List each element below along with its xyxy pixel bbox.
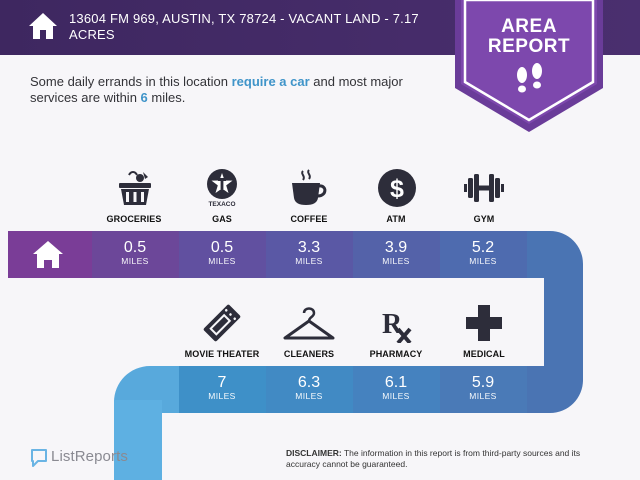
distance-value: 5.9	[471, 374, 495, 391]
distance-cell-medical: 5.9 MILES	[440, 366, 526, 413]
intro-part1: Some daily errands in this location	[30, 74, 232, 89]
category-label-cleaners: CLEANERS	[283, 349, 335, 359]
home-icon	[33, 241, 63, 268]
badge-line2: REPORT	[487, 36, 571, 57]
logo-text: ListReports	[51, 448, 128, 465]
distance-unit: MILES	[382, 391, 410, 401]
texaco-brand-text: TEXACO	[208, 201, 235, 208]
svg-text:R: R	[382, 309, 403, 340]
distance-unit: MILES	[295, 391, 323, 401]
distance-value: 3.3	[297, 239, 321, 256]
category-label-gas: GAS	[212, 214, 232, 224]
category-label-medical: MEDICAL	[463, 349, 505, 359]
distance-unit: MILES	[469, 391, 497, 401]
intro-part2: and most major services are within	[30, 74, 403, 105]
category-label-groceries: GROCERIES	[106, 214, 162, 224]
area-report-badge: AREA REPORT	[455, 0, 603, 132]
category-label-gym: GYM	[473, 214, 495, 224]
intro-part3: miles.	[147, 90, 186, 105]
intro-highlight-miles: 6	[140, 90, 148, 105]
distance-cell-gym: 5.2 MILES	[440, 231, 526, 278]
distance-cell-cleaners: 6.3 MILES	[266, 366, 352, 413]
disclaimer: DISCLAIMER: The information in this repo…	[286, 448, 616, 469]
hanger-icon	[283, 307, 335, 340]
category-label-atm: ATM	[386, 214, 406, 224]
dumbbell-icon	[464, 174, 504, 202]
distance-cell-movie-theater: 7 MILES	[179, 366, 265, 413]
category-label-movie-theater: MOVIE THEATER	[184, 349, 260, 359]
badge-line1: AREA	[501, 16, 557, 37]
distance-cell-pharmacy: 6.1 MILES	[353, 366, 439, 413]
distance-value: 0.5	[210, 239, 234, 256]
category-label-coffee: COFFEE	[290, 214, 328, 224]
dollar-icon: $	[378, 169, 416, 207]
listreports-logo: ListReports	[30, 447, 160, 469]
distance-value: 6.1	[384, 374, 408, 391]
disclaimer-text: The information in this report is from t…	[286, 448, 581, 469]
listreports-mark-icon	[31, 449, 47, 467]
distance-unit: MILES	[208, 391, 236, 401]
ticket-icon	[203, 304, 241, 342]
grocery-basket-icon	[119, 171, 151, 205]
distance-unit: MILES	[208, 256, 236, 266]
footsteps-icon	[517, 63, 542, 93]
house-icon	[29, 13, 57, 39]
texaco-icon: TEXACO	[207, 169, 237, 208]
distance-value: 3.9	[384, 239, 408, 256]
distance-unit: MILES	[382, 256, 410, 266]
distance-value: 0.5	[123, 239, 147, 256]
rx-icon: R	[382, 309, 412, 343]
distance-cell-coffee: 3.3 MILES	[266, 231, 352, 278]
svg-text:$: $	[390, 175, 404, 203]
property-title: 13604 FM 969, AUSTIN, TX 78724 - VACANT …	[69, 11, 419, 42]
distance-cell-gas: 0.5 MILES	[179, 231, 265, 278]
distance-value: 6.3	[297, 374, 321, 391]
distance-cell-atm: 3.9 MILES	[353, 231, 439, 278]
distance-unit: MILES	[469, 256, 497, 266]
distance-value: 5.2	[471, 239, 495, 256]
distance-cell-groceries: 0.5 MILES	[92, 231, 178, 278]
distance-value: 7	[217, 374, 227, 391]
category-label-pharmacy: PHARMACY	[369, 349, 423, 359]
distance-unit: MILES	[295, 256, 323, 266]
disclaimer-label: DISCLAIMER:	[286, 448, 342, 458]
intro-text: Some daily errands in this location requ…	[30, 74, 440, 106]
intro-highlight-car: require a car	[231, 74, 310, 89]
distance-unit: MILES	[121, 256, 149, 266]
coffee-cup-icon	[292, 169, 327, 205]
medical-cross-icon	[466, 305, 502, 341]
